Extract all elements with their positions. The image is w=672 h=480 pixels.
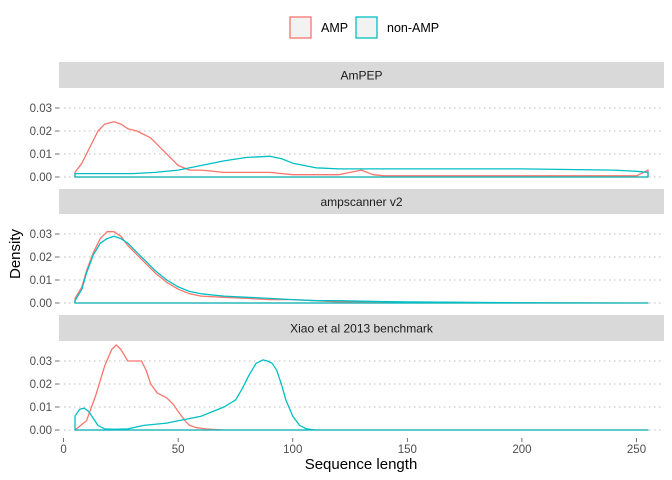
y-tick-label: 0.02 [30,379,52,391]
legend-item-amp: AMP [289,16,348,39]
facet-strip [59,62,664,88]
facet-strip-title: AmPEP [340,69,382,83]
facet-panel-3: Xiao et al 2013 benchmark 0.00 0.01 0.02 0.0… [30,315,664,437]
x-tick-label: 150 [398,444,417,456]
facet-strip-title: Xiao et al 2013 benchmark [290,322,434,336]
legend: AMP non-AMP [289,16,439,39]
density-line-non-amp [74,359,649,431]
y-tick-label: 0.01 [30,402,52,414]
x-axis: 0 50 100 150 200 250 [60,438,646,456]
y-tick-label: 0.02 [30,126,52,138]
y-tick-label: 0.01 [30,149,52,161]
y-tick-label: 0.03 [30,229,52,241]
y-tick-label: 0.03 [30,103,52,115]
density-line-amp [74,231,649,304]
y-axis-title: Density [7,228,24,279]
y-tick-label: 0.00 [30,172,52,184]
facet-strip [59,189,664,214]
legend-label: non-AMP [387,21,439,35]
x-tick-label: 200 [512,444,531,456]
y-tick-label: 0.01 [30,275,52,287]
legend-label: AMP [321,21,348,35]
legend-key-non-amp [355,16,378,39]
y-tick-label: 0.02 [30,252,52,264]
x-axis-title: Sequence length [305,456,418,473]
y-tick-label: 0.00 [30,298,52,310]
density-line-non-amp [74,235,649,304]
density-line-amp [74,344,649,431]
facet-panel-1: AmPEP 0.00 0.01 0.02 0.03 [30,62,664,184]
y-tick-label: 0.00 [30,425,52,437]
facet-panel-2: ampscanner v2 0.00 0.01 0.02 0.03 [30,189,664,310]
legend-item-non-amp: non-AMP [355,16,439,39]
x-tick-label: 100 [283,444,302,456]
x-tick-label: 250 [627,444,646,456]
y-tick-label: 0.03 [30,356,52,368]
x-tick-label: 50 [172,444,185,456]
density-line-amp [74,121,649,178]
density-line-non-amp [74,155,649,178]
facet-strip-title: ampscanner v2 [320,195,402,209]
facet-strip [59,315,664,341]
legend-key-amp [289,16,312,39]
x-tick-label: 0 [60,444,66,456]
facet-panels: AmPEP 0.00 0.01 0.02 0.03 ampscanner v2 0.00 0.… [30,62,664,437]
